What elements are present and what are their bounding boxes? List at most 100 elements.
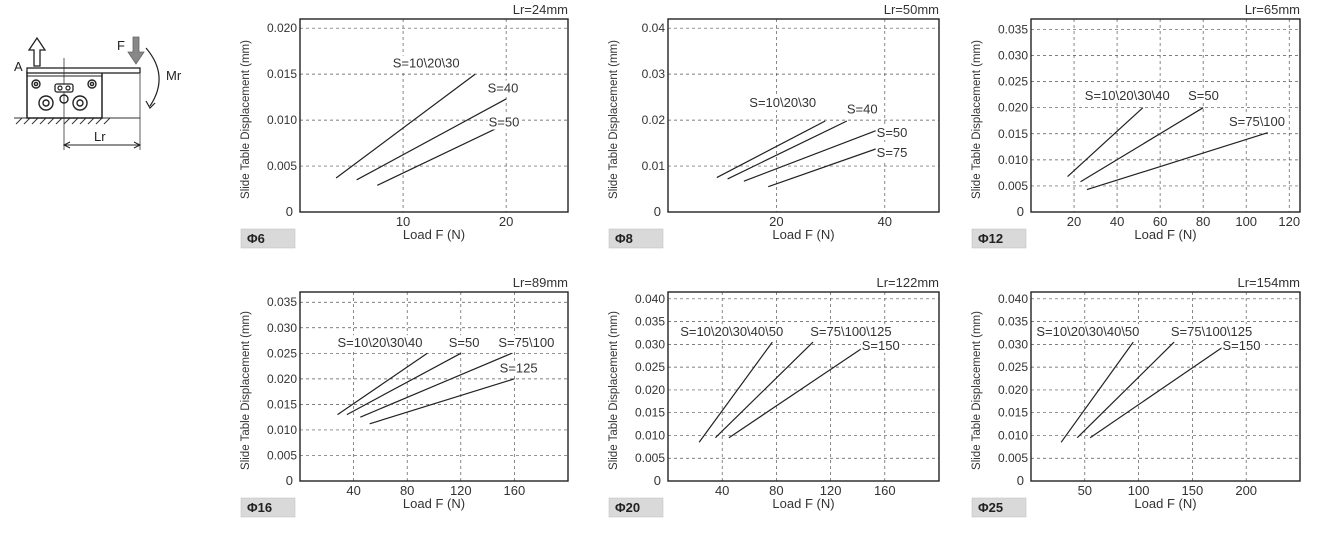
y-tick-label: 0.015	[267, 67, 297, 81]
x-tick-label: 100	[1235, 214, 1257, 229]
size-badge	[240, 497, 296, 518]
series-label: S=125	[500, 361, 538, 376]
plot-frame	[299, 18, 569, 213]
series-label-backing	[498, 360, 539, 376]
series-line	[335, 73, 476, 179]
series-line	[369, 378, 515, 425]
series-label: S=150	[862, 338, 900, 353]
x-tick-label: 160	[874, 483, 896, 498]
x-axis-label: Load F (N)	[403, 227, 465, 242]
series-label: S=75\100	[498, 335, 554, 350]
y-axis-label: Slide Table Displacement (mm)	[240, 40, 252, 199]
y-tick-label: 0.020	[267, 21, 297, 35]
axis-a-label: A	[14, 59, 23, 74]
series-line	[360, 352, 512, 418]
x-axis-label: Load F (N)	[1134, 227, 1196, 242]
y-tick-label: 0.01	[642, 159, 666, 173]
series-label: S=75\100\125	[1171, 324, 1252, 339]
x-tick-label: 50	[1078, 483, 1092, 498]
size-badge	[608, 497, 664, 518]
size-badge	[971, 228, 1027, 249]
y-tick-label: 0.035	[998, 315, 1028, 329]
series-line	[1089, 341, 1231, 439]
x-axis-label: Load F (N)	[772, 227, 834, 242]
y-tick-label: 0	[654, 204, 661, 219]
chart-panel-3: 0.005 0.010 0.015 0.020 0.025 0.030 0.035 0 20 40…	[971, 2, 1301, 249]
series-label: S=10\20\30\40	[1085, 88, 1170, 103]
x-tick-label: 10	[396, 214, 410, 229]
x-axis-label: Load F (N)	[403, 496, 465, 511]
series-label-backing	[860, 337, 901, 353]
plot-frame	[667, 291, 940, 482]
y-tick-label: 0.005	[635, 451, 665, 465]
y-axis-label: Slide Table Displacement (mm)	[971, 40, 983, 199]
y-tick-label: 0.025	[998, 360, 1028, 374]
y-tick-label: 0.020	[635, 383, 665, 397]
size-badge	[608, 228, 664, 249]
x-tick-label: 80	[400, 483, 414, 498]
series-label-backing	[875, 144, 909, 160]
y-tick-label: 0.020	[998, 101, 1028, 115]
series-label-backing	[391, 55, 461, 71]
series-line	[728, 341, 872, 439]
series-line	[1080, 107, 1204, 183]
y-tick-label: 0.025	[635, 360, 665, 374]
y-tick-label: 0.030	[635, 337, 665, 351]
size-badge-label: Φ20	[615, 500, 640, 515]
series-line	[768, 146, 883, 188]
y-axis-label: Slide Table Displacement (mm)	[608, 311, 620, 470]
lr-label: Lr	[94, 129, 106, 144]
size-badge-label: Φ12	[978, 231, 1003, 246]
y-tick-label: 0.010	[998, 428, 1028, 442]
y-tick-label: 0.035	[267, 295, 297, 309]
x-tick-label: 80	[1196, 214, 1210, 229]
y-tick-label: 0	[286, 204, 293, 219]
series-label-backing	[679, 324, 785, 340]
y-tick-label: 0.015	[998, 127, 1028, 141]
x-tick-label: 40	[1110, 214, 1124, 229]
y-tick-label: 0.005	[267, 448, 297, 462]
series-label-backing	[1169, 324, 1254, 340]
series-label-backing	[486, 80, 520, 96]
lr-label: Lr=154mm	[1238, 275, 1301, 290]
series-label: S=10\20\30\40	[338, 335, 423, 350]
force-label: F	[117, 38, 125, 53]
y-tick-label: 0.035	[635, 315, 665, 329]
y-tick-label: 0	[286, 473, 293, 488]
y-tick-label: 0.015	[998, 406, 1028, 420]
series-line	[743, 127, 883, 182]
series-label-backing	[1187, 87, 1220, 103]
y-tick-label: 0.015	[267, 397, 297, 411]
plot-frame	[1030, 18, 1301, 213]
port-circles	[31, 79, 97, 111]
series-label-backing	[336, 335, 424, 351]
x-tick-label: 40	[878, 214, 892, 229]
y-tick-label: 0.040	[998, 292, 1028, 306]
series-line	[1076, 341, 1175, 439]
series-line	[698, 341, 773, 443]
moment-arrow	[145, 47, 160, 107]
y-tick-label: 0.010	[635, 428, 665, 442]
series-label-backing	[809, 324, 893, 340]
y-tick-label: 0.035	[998, 22, 1028, 36]
y-tick-label: 0.04	[642, 21, 666, 35]
y-tick-label: 0	[1017, 204, 1024, 219]
series-label: S=10\20\30\40\50	[680, 324, 783, 339]
x-tick-label: 100	[1128, 483, 1150, 498]
x-tick-label: 200	[1235, 483, 1257, 498]
series-label-backing	[1227, 113, 1287, 129]
series-label-backing	[1221, 337, 1262, 353]
x-tick-label: 160	[504, 483, 526, 498]
size-badge-label: Φ6	[247, 231, 265, 246]
lr-label: Lr=122mm	[877, 275, 940, 290]
y-tick-label: 0.020	[267, 372, 297, 386]
y-tick-label: 0.005	[267, 159, 297, 173]
x-tick-label: 120	[1278, 214, 1300, 229]
y-axis-label: Slide Table Displacement (mm)	[971, 311, 983, 470]
x-tick-label: 20	[499, 214, 513, 229]
size-badge-label: Φ8	[615, 231, 633, 246]
series-label: S=50	[449, 335, 480, 350]
y-axis-label: Slide Table Displacement (mm)	[608, 40, 620, 199]
y-tick-label: 0.025	[267, 346, 297, 360]
series-label: S=10\20\30	[749, 95, 816, 110]
